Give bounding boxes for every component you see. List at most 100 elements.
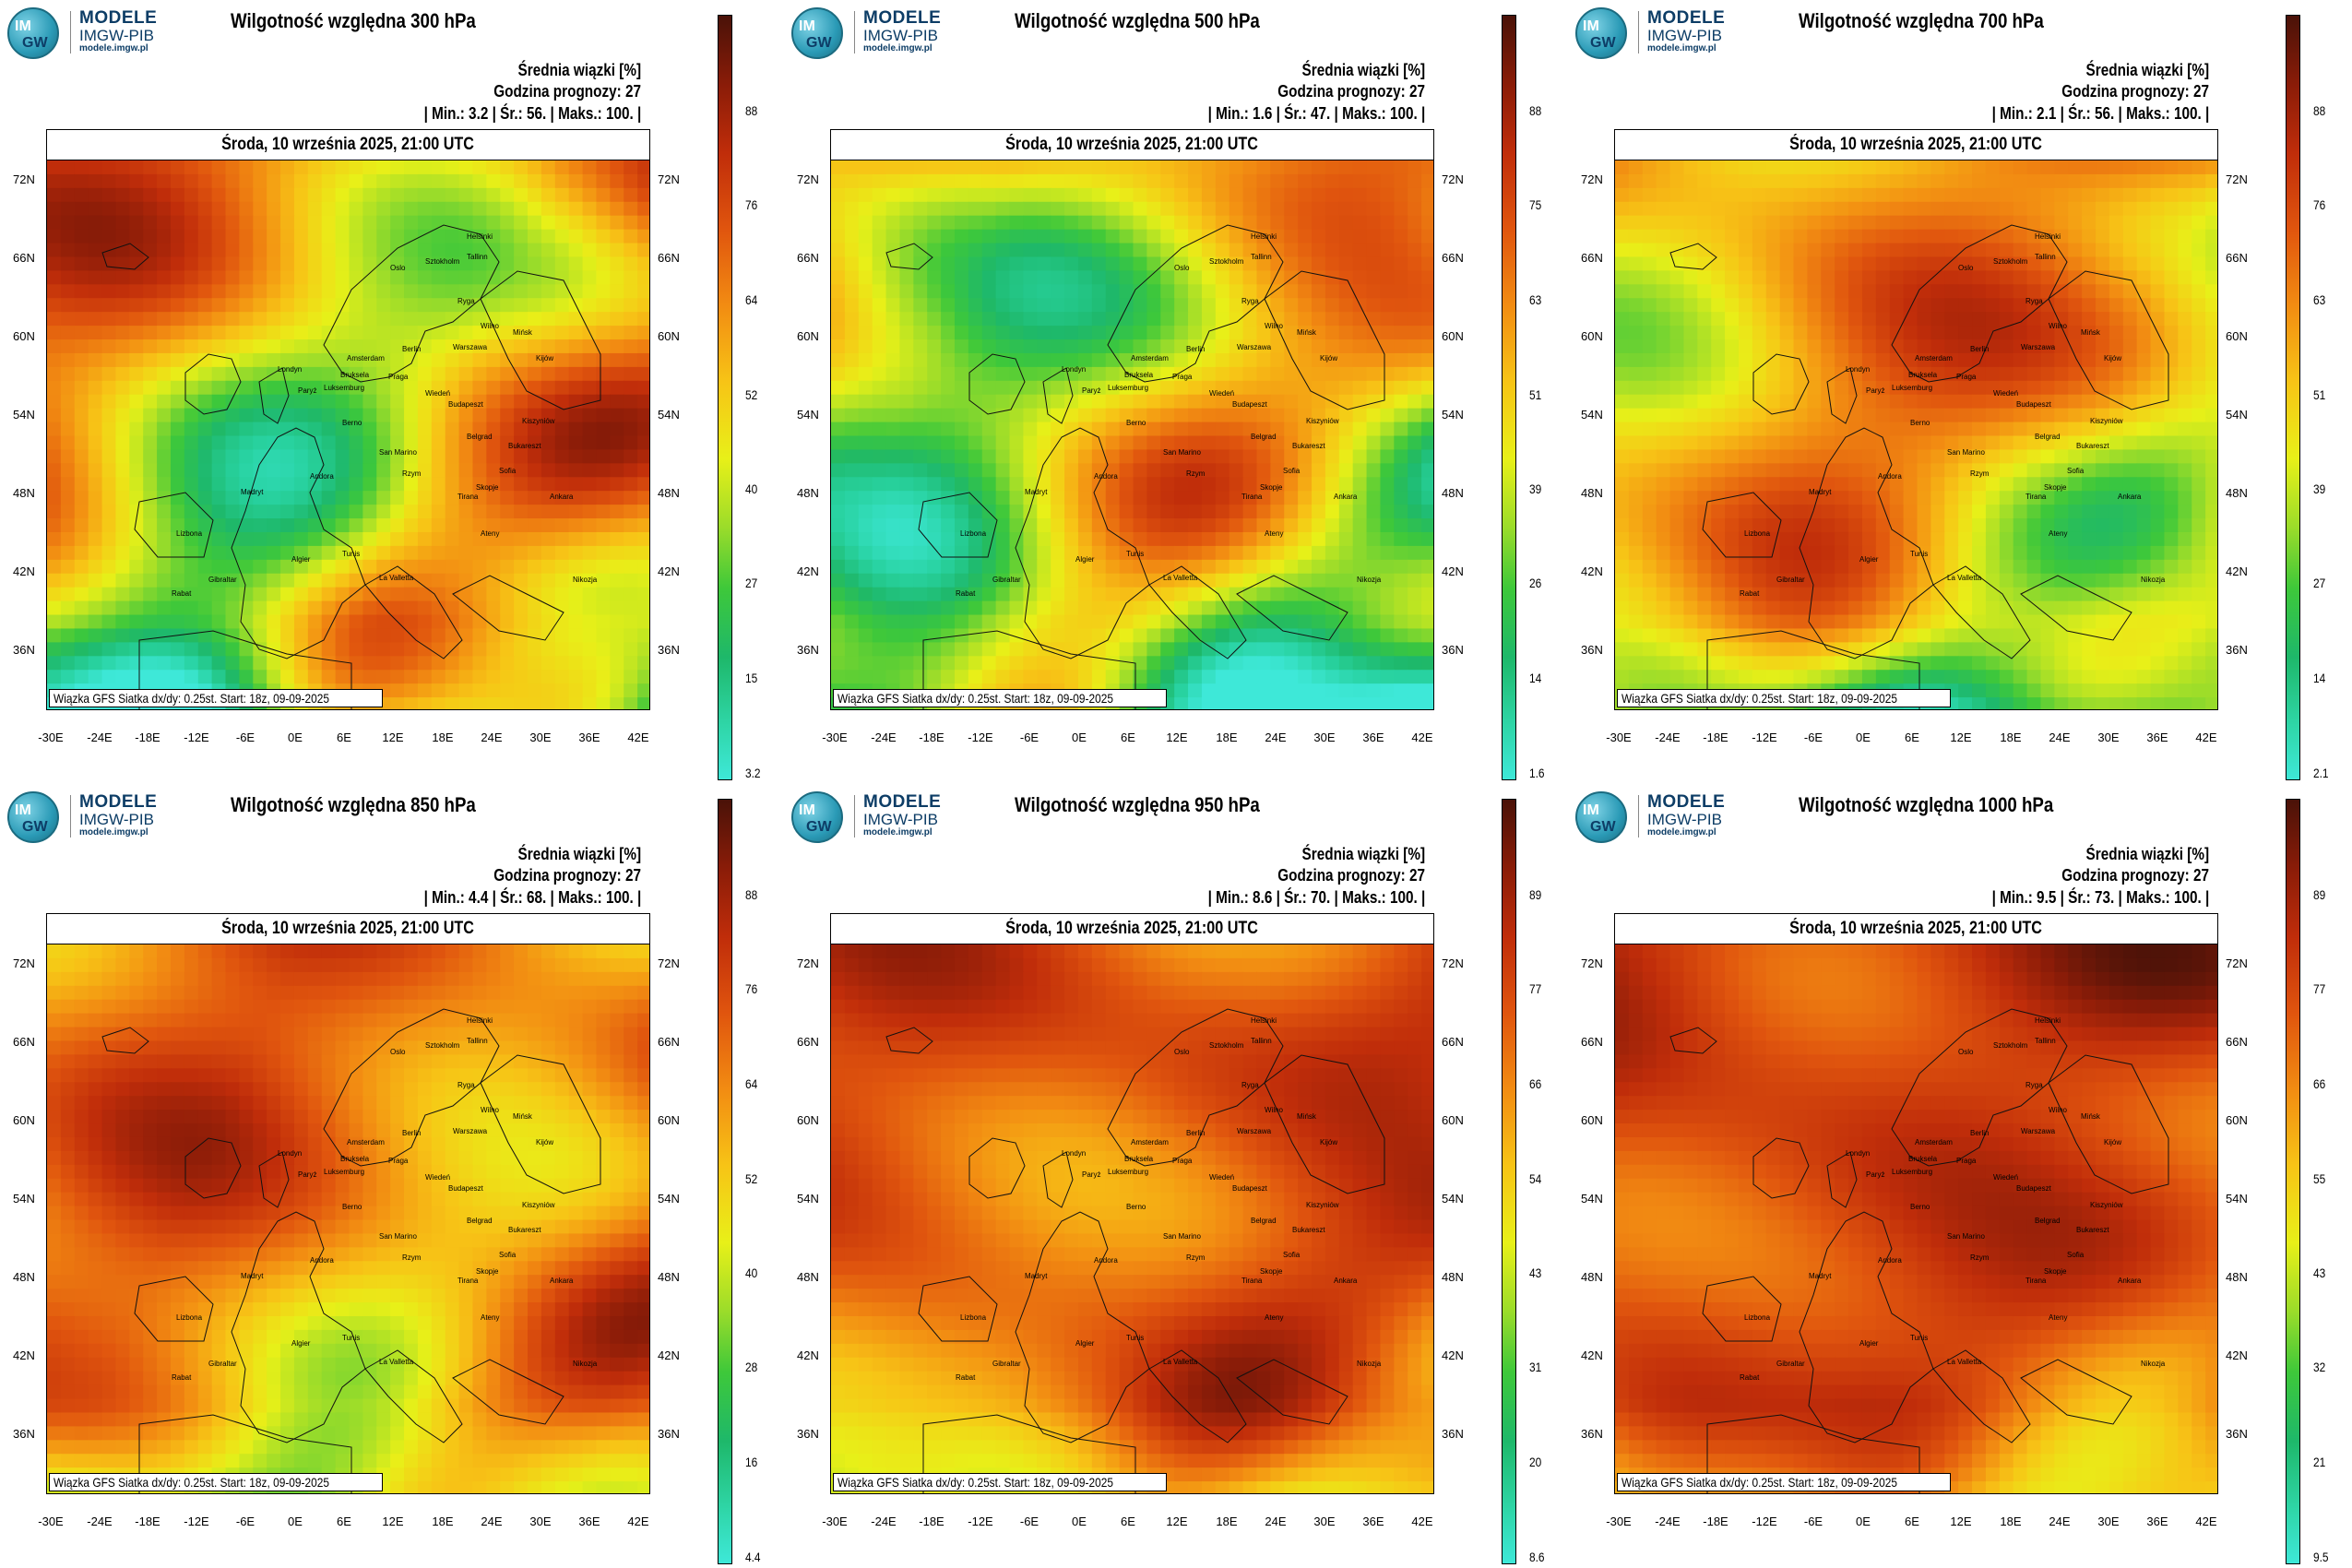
logo-text: MODELE IMGW-PIB modele.imgw.pl (863, 9, 941, 53)
lon-label: -12E (1752, 731, 1777, 744)
lat-label-right: 48N (1442, 486, 1464, 500)
city-label: Oslo (390, 1048, 406, 1056)
city-label: Tallinn (1251, 1037, 1272, 1045)
lon-label: 6E (337, 731, 351, 744)
lat-label-left: 48N (797, 486, 819, 500)
lat-label-right: 72N (658, 172, 680, 186)
city-label: Ryga (1241, 297, 1259, 305)
city-label: Nikozja (2141, 1360, 2166, 1368)
city-label: Bruksela (1908, 1155, 1938, 1163)
lat-label-left: 72N (1581, 172, 1603, 186)
logo-badge-bottom: GW (806, 35, 832, 51)
city-label: Kiszyniów (2090, 417, 2123, 425)
city-label: Berno (342, 419, 362, 427)
city-label: Budapeszt (448, 400, 484, 409)
city-label: Lizbona (960, 529, 987, 538)
logo-badge-top: IM (1583, 18, 1599, 34)
city-label: Berlin (402, 1129, 421, 1137)
coastline-outline (452, 575, 564, 641)
city-label: Budapeszt (1232, 400, 1268, 409)
lon-label: 30E (529, 731, 552, 744)
lon-label: 24E (481, 1515, 503, 1528)
city-label: Kiszyniów (2090, 1201, 2123, 1209)
city-label: Kiszyniów (522, 417, 555, 425)
lat-label-left: 42N (797, 1348, 819, 1362)
map-panel: IM GW MODELE IMGW-PIB modele.imgw.pl Wilgotno… (1568, 784, 2352, 1568)
lon-label: 24E (2049, 1515, 2071, 1528)
lon-label: -24E (87, 731, 113, 744)
lat-label-left: 48N (1581, 1270, 1603, 1284)
city-label: Luksemburg (1892, 1168, 1932, 1176)
city-label: Andora (1094, 472, 1118, 481)
model-footer: Wiązka GFS Siatka dx/dy: 0.25st. Start: … (833, 689, 1167, 707)
city-label: Helsinki (467, 1016, 493, 1025)
city-label: Rzym (402, 1253, 422, 1262)
logo-badge-top: IM (799, 802, 815, 818)
logo-line-3: modele.imgw.pl (79, 826, 148, 837)
colorbar-tick-label: 55 (2313, 1171, 2326, 1186)
logo-badge-bottom: GW (1590, 819, 1616, 835)
lat-label-right: 36N (1442, 1427, 1464, 1441)
city-label: Gibraltar (208, 1360, 237, 1368)
coastline-outline (1932, 565, 2031, 659)
lon-label: -18E (919, 1515, 944, 1528)
mean-label: Średnia wiązki [%] (517, 845, 641, 863)
city-label: Sofia (499, 1251, 517, 1259)
city-label: Ateny (2049, 529, 2067, 538)
city-label: Oslo (1958, 264, 1974, 272)
city-label: Praga (1172, 1157, 1193, 1165)
logo-badge-bottom: GW (22, 819, 48, 835)
logo-line-2: IMGW-PIB (863, 810, 938, 828)
city-label: Tunis (342, 550, 360, 558)
city-label: Skopje (2044, 483, 2067, 492)
coastline-outline (1148, 565, 1247, 659)
city-label: Luksemburg (324, 384, 364, 392)
city-label: Berno (342, 1203, 362, 1211)
city-label: Helsinki (2035, 232, 2061, 241)
city-label: La Valletta (379, 1358, 414, 1366)
lon-label: -30E (1606, 731, 1632, 744)
city-label: Ateny (1265, 1313, 1283, 1322)
city-label: Londyn (1846, 1149, 1870, 1158)
colorbar-tick-label: 1.6 (1529, 766, 1545, 780)
colorbar-tick-label: 63 (1529, 292, 1542, 307)
city-label: San Marino (1163, 1232, 1201, 1241)
colorbar-tick-label: 66 (1529, 1076, 1542, 1091)
coastline-outline (1669, 243, 1717, 270)
city-label: Kijów (536, 354, 553, 362)
city-label: Warszawa (1237, 343, 1272, 351)
coastline-outline (1015, 427, 1150, 659)
forecast-hour: Godzina prognozy: 27 (1277, 82, 1425, 101)
lon-label: -6E (235, 1515, 255, 1528)
imgw-logo: IM GW MODELE IMGW-PIB modele.imgw.pl (7, 7, 192, 59)
city-label: Wilno (481, 322, 500, 330)
city-label: Tallinn (2035, 1037, 2056, 1045)
city-label: Londyn (278, 365, 302, 374)
map-date-header: Środa, 10 września 2025, 21:00 UTC (47, 914, 649, 944)
colorbar-tick-label: 52 (745, 1171, 758, 1186)
model-footer: Wiązka GFS Siatka dx/dy: 0.25st. Start: … (1617, 1473, 1951, 1491)
city-label: Tallinn (2035, 253, 2056, 261)
lon-label: 42E (627, 1515, 649, 1528)
city-label: Sztokholm (1209, 257, 1244, 266)
city-label: Amsterdam (1131, 1138, 1169, 1146)
city-label: Nikozja (1357, 1360, 1382, 1368)
city-label: Belgrad (1251, 1217, 1277, 1225)
city-label: Kijów (1320, 1138, 1337, 1146)
city-label: Bruksela (340, 1155, 370, 1163)
lon-label: 18E (432, 731, 454, 744)
city-label: Tirana (1241, 1277, 1263, 1285)
lat-label-left: 60N (1581, 1113, 1603, 1127)
lat-label-right: 48N (2226, 486, 2248, 500)
lon-label: -6E (1019, 731, 1039, 744)
city-label: Lizbona (176, 1313, 203, 1322)
lon-label: -18E (1703, 1515, 1728, 1528)
lon-label: 12E (1950, 1515, 1972, 1528)
coastline-outline (184, 353, 242, 415)
lon-label: 12E (1166, 731, 1188, 744)
lat-label-left: 36N (797, 643, 819, 657)
lat-label-left: 60N (797, 1113, 819, 1127)
city-label: Wilno (481, 1106, 500, 1114)
logo-line-1: MODELE (79, 792, 158, 812)
city-label: Kijów (1320, 354, 1337, 362)
